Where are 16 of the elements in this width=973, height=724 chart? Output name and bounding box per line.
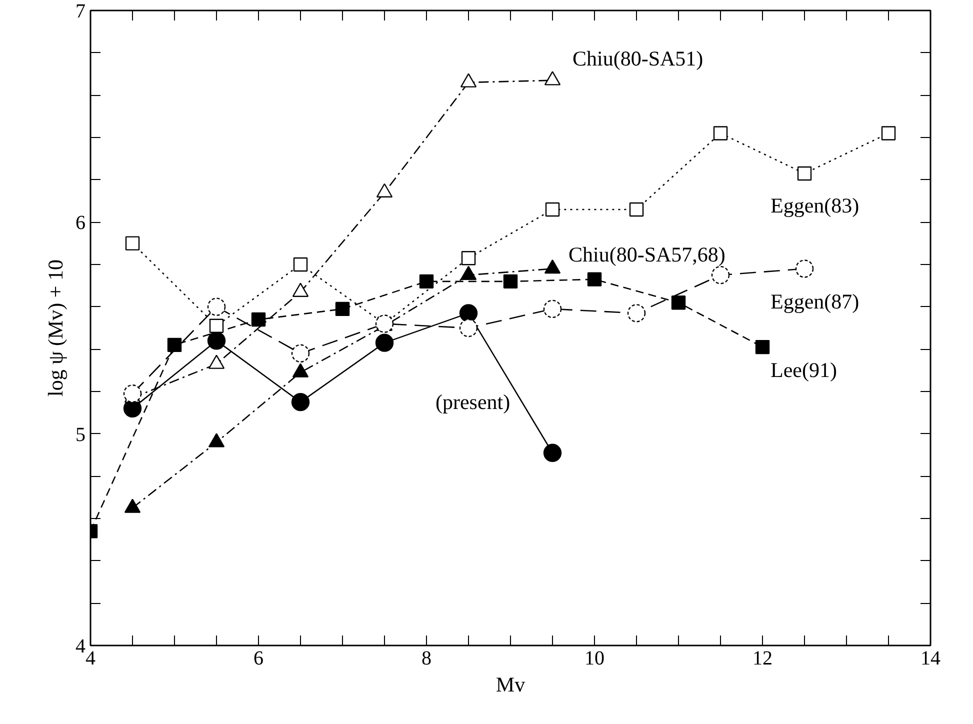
- series-label: Eggen(87): [770, 290, 860, 314]
- x-axis-title: Mv: [496, 672, 526, 696]
- x-tick-label: 6: [254, 648, 264, 670]
- series-label: Chiu(80-SA51): [572, 46, 704, 70]
- y-tick-label: 5: [76, 424, 86, 446]
- series-label: Chiu(80-SA57,68): [568, 242, 726, 267]
- x-tick-label: 12: [752, 648, 772, 670]
- y-tick-label: 6: [76, 212, 86, 234]
- x-tick-label: 10: [584, 648, 604, 670]
- x-tick-label: 8: [422, 648, 432, 670]
- series-label: (present): [436, 390, 510, 414]
- series-label: Lee(91): [770, 358, 837, 382]
- x-tick-label: 14: [920, 648, 940, 670]
- y-tick-label: 7: [76, 0, 86, 22]
- y-axis-title: log ψ (Mv) + 10: [44, 260, 68, 396]
- series-label: Eggen(83): [770, 193, 860, 218]
